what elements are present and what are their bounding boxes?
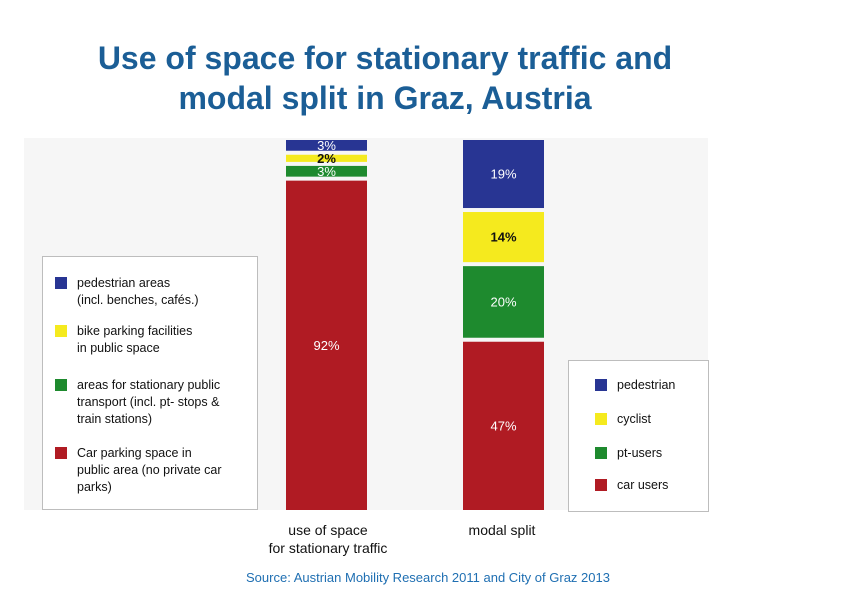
x-axis-label-modal-split: modal split xyxy=(468,522,536,538)
data-label: 47% xyxy=(490,418,516,433)
legend-label: pedestrian xyxy=(617,378,676,392)
legend-swatch xyxy=(55,325,67,337)
data-label: 3% xyxy=(317,138,336,153)
legend-modal-split: pedestrian cyclist pt-users car users xyxy=(568,360,709,512)
bar-segment-pedestrian-areas-incl-benches-caf-s xyxy=(286,140,367,151)
bar-segment-pedestrian xyxy=(463,140,544,209)
data-label: 14% xyxy=(490,230,516,245)
legend-swatch xyxy=(55,447,67,459)
data-label: 19% xyxy=(490,167,516,182)
legend-label: pt-users xyxy=(617,446,663,460)
legend-space-use: pedestrian areas (incl. benches, cafés.)… xyxy=(42,256,258,510)
legend-item-pedestrian: pedestrian xyxy=(595,377,675,394)
stacked-bar-chart: 3%2%3% 92% 19% 14% 20% 47% xyxy=(286,138,544,510)
legend-swatch xyxy=(55,379,67,391)
legend-label: Car parking space in public area (no pri… xyxy=(77,446,222,494)
legend-swatch xyxy=(595,413,607,425)
chart-title-line-1: Use of space for stationary traffic and xyxy=(97,40,673,76)
legend-item-public-transport-areas: areas for stationary public transport (i… xyxy=(55,377,220,428)
legend-label: pedestrian areas (incl. benches, cafés.) xyxy=(77,276,199,307)
source-note: Source: Austrian Mobility Research 2011 … xyxy=(246,570,610,585)
legend-label: bike parking facilities in public space xyxy=(77,324,193,355)
legend-label: cyclist xyxy=(617,412,652,426)
legend-item-cyclist: cyclist xyxy=(595,411,651,428)
legend-item-bike-parking: bike parking facilities in public space xyxy=(55,323,192,357)
legend-swatch xyxy=(55,277,67,289)
chart-title-line-2: modal split in Graz, Austria xyxy=(178,80,592,116)
legend-item-car-parking: Car parking space in public area (no pri… xyxy=(55,445,222,496)
legend-item-pt-users: pt-users xyxy=(595,445,662,462)
bar-segment-car-parking-space-in-public-area-no-priv xyxy=(286,180,367,510)
legend-item-car-users: car users xyxy=(595,477,668,494)
bar-segment-pt-users xyxy=(463,266,544,338)
data-label: 3% xyxy=(317,164,336,179)
legend-label: car users xyxy=(617,478,669,492)
data-label: 2% xyxy=(317,151,336,166)
legend-swatch xyxy=(595,447,607,459)
chart-title: Use of space for stationary traffic and … xyxy=(0,38,770,118)
data-label: 20% xyxy=(490,294,516,309)
bar-segment-bike-parking-facilities-in-public-space xyxy=(286,154,367,162)
bar-segment-car-users xyxy=(463,341,544,510)
bar-segment-areas-for-stationary-public-transport-in xyxy=(286,165,367,177)
data-label: 92% xyxy=(313,338,339,353)
legend-swatch xyxy=(595,379,607,391)
bar-segment-cyclist xyxy=(463,212,544,263)
x-axis-label-space-use: use of space for stationary traffic xyxy=(268,522,388,556)
legend-label: areas for stationary public transport (i… xyxy=(77,378,221,426)
legend-swatch xyxy=(595,479,607,491)
legend-item-pedestrian-areas: pedestrian areas (incl. benches, cafés.) xyxy=(55,275,199,309)
